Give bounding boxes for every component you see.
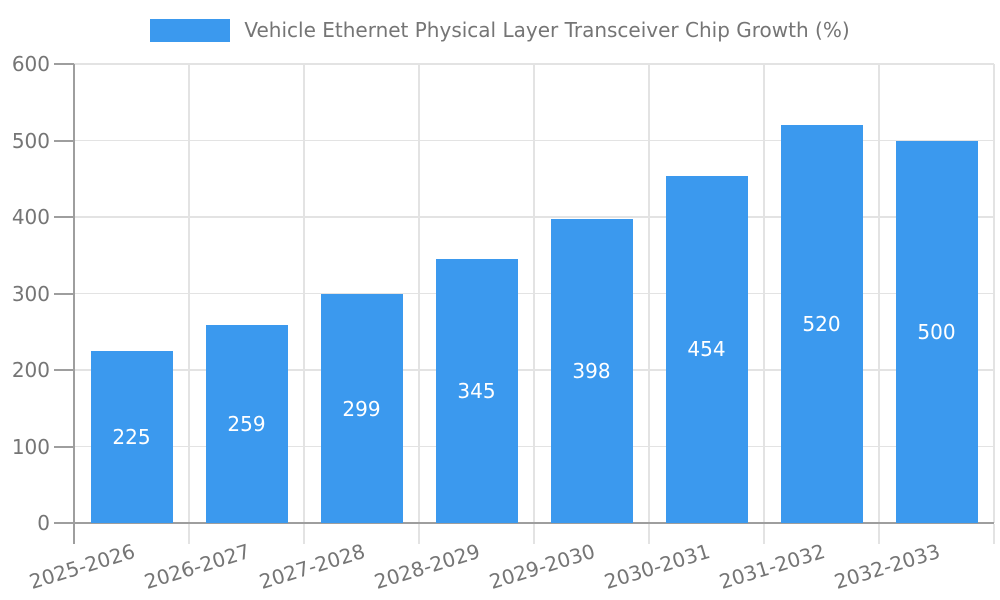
x-axis-category-label: 2027-2028	[256, 539, 369, 594]
x-axis-tick	[993, 524, 995, 544]
y-axis-tick	[54, 63, 74, 65]
bar-2029-2030[interactable]	[550, 218, 633, 523]
y-axis-tick	[54, 522, 74, 524]
x-axis-tick	[303, 524, 305, 544]
x-axis-category-label: 2025-2026	[26, 539, 139, 594]
x-axis-category-label: 2032-2033	[831, 539, 944, 594]
x-axis-tick	[878, 524, 880, 544]
x-axis-tick	[73, 524, 75, 544]
gridline-vertical	[533, 64, 535, 523]
y-axis-tick-label: 400	[11, 205, 50, 229]
gridline-vertical	[303, 64, 305, 523]
legend-label: Vehicle Ethernet Physical Layer Transcei…	[244, 18, 850, 42]
x-axis-category-label: 2029-2030	[486, 539, 599, 594]
x-axis-tick	[188, 524, 190, 544]
x-axis-tick	[533, 524, 535, 544]
y-axis-tick-label: 300	[11, 281, 50, 306]
y-axis-tick-label: 100	[11, 434, 50, 459]
y-axis-tick	[54, 216, 74, 218]
y-axis-tick-label: 500	[11, 128, 50, 153]
gridline-vertical	[993, 64, 995, 523]
y-axis-tick-label: 0	[37, 511, 50, 535]
bar-2027-2028[interactable]	[320, 294, 403, 523]
x-axis-line	[74, 522, 994, 524]
x-axis-category-label: 2026-2027	[141, 539, 254, 594]
y-axis-line	[73, 64, 75, 525]
bar-2031-2032[interactable]	[780, 125, 863, 523]
gridline-vertical	[418, 64, 420, 523]
legend[interactable]: Vehicle Ethernet Physical Layer Transcei…	[0, 19, 1000, 42]
bar-2032-2033[interactable]	[895, 140, 978, 523]
x-axis-tick	[418, 524, 420, 544]
bar-2025-2026[interactable]	[90, 350, 173, 523]
bar-2028-2029[interactable]	[435, 259, 518, 523]
y-axis-tick	[54, 139, 74, 142]
x-axis-category-label: 2028-2029	[371, 539, 484, 594]
legend-swatch	[150, 19, 231, 42]
x-axis-category-label: 2030-2031	[601, 539, 714, 594]
y-axis-tick	[54, 292, 74, 295]
bar-2026-2027[interactable]	[205, 324, 288, 523]
y-axis-tick-label: 600	[11, 52, 50, 76]
x-axis-tick	[648, 524, 650, 544]
gridline-vertical	[648, 64, 650, 523]
gridline-vertical	[878, 64, 880, 523]
gridline-vertical	[188, 64, 190, 523]
gridline-vertical	[763, 64, 765, 523]
y-axis-tick-label: 200	[11, 358, 50, 382]
bar-2030-2031[interactable]	[665, 175, 748, 523]
x-axis-tick	[763, 524, 765, 544]
y-axis-tick	[54, 445, 74, 448]
x-axis-category-label: 2031-2032	[716, 539, 829, 594]
y-axis-tick	[54, 369, 74, 371]
